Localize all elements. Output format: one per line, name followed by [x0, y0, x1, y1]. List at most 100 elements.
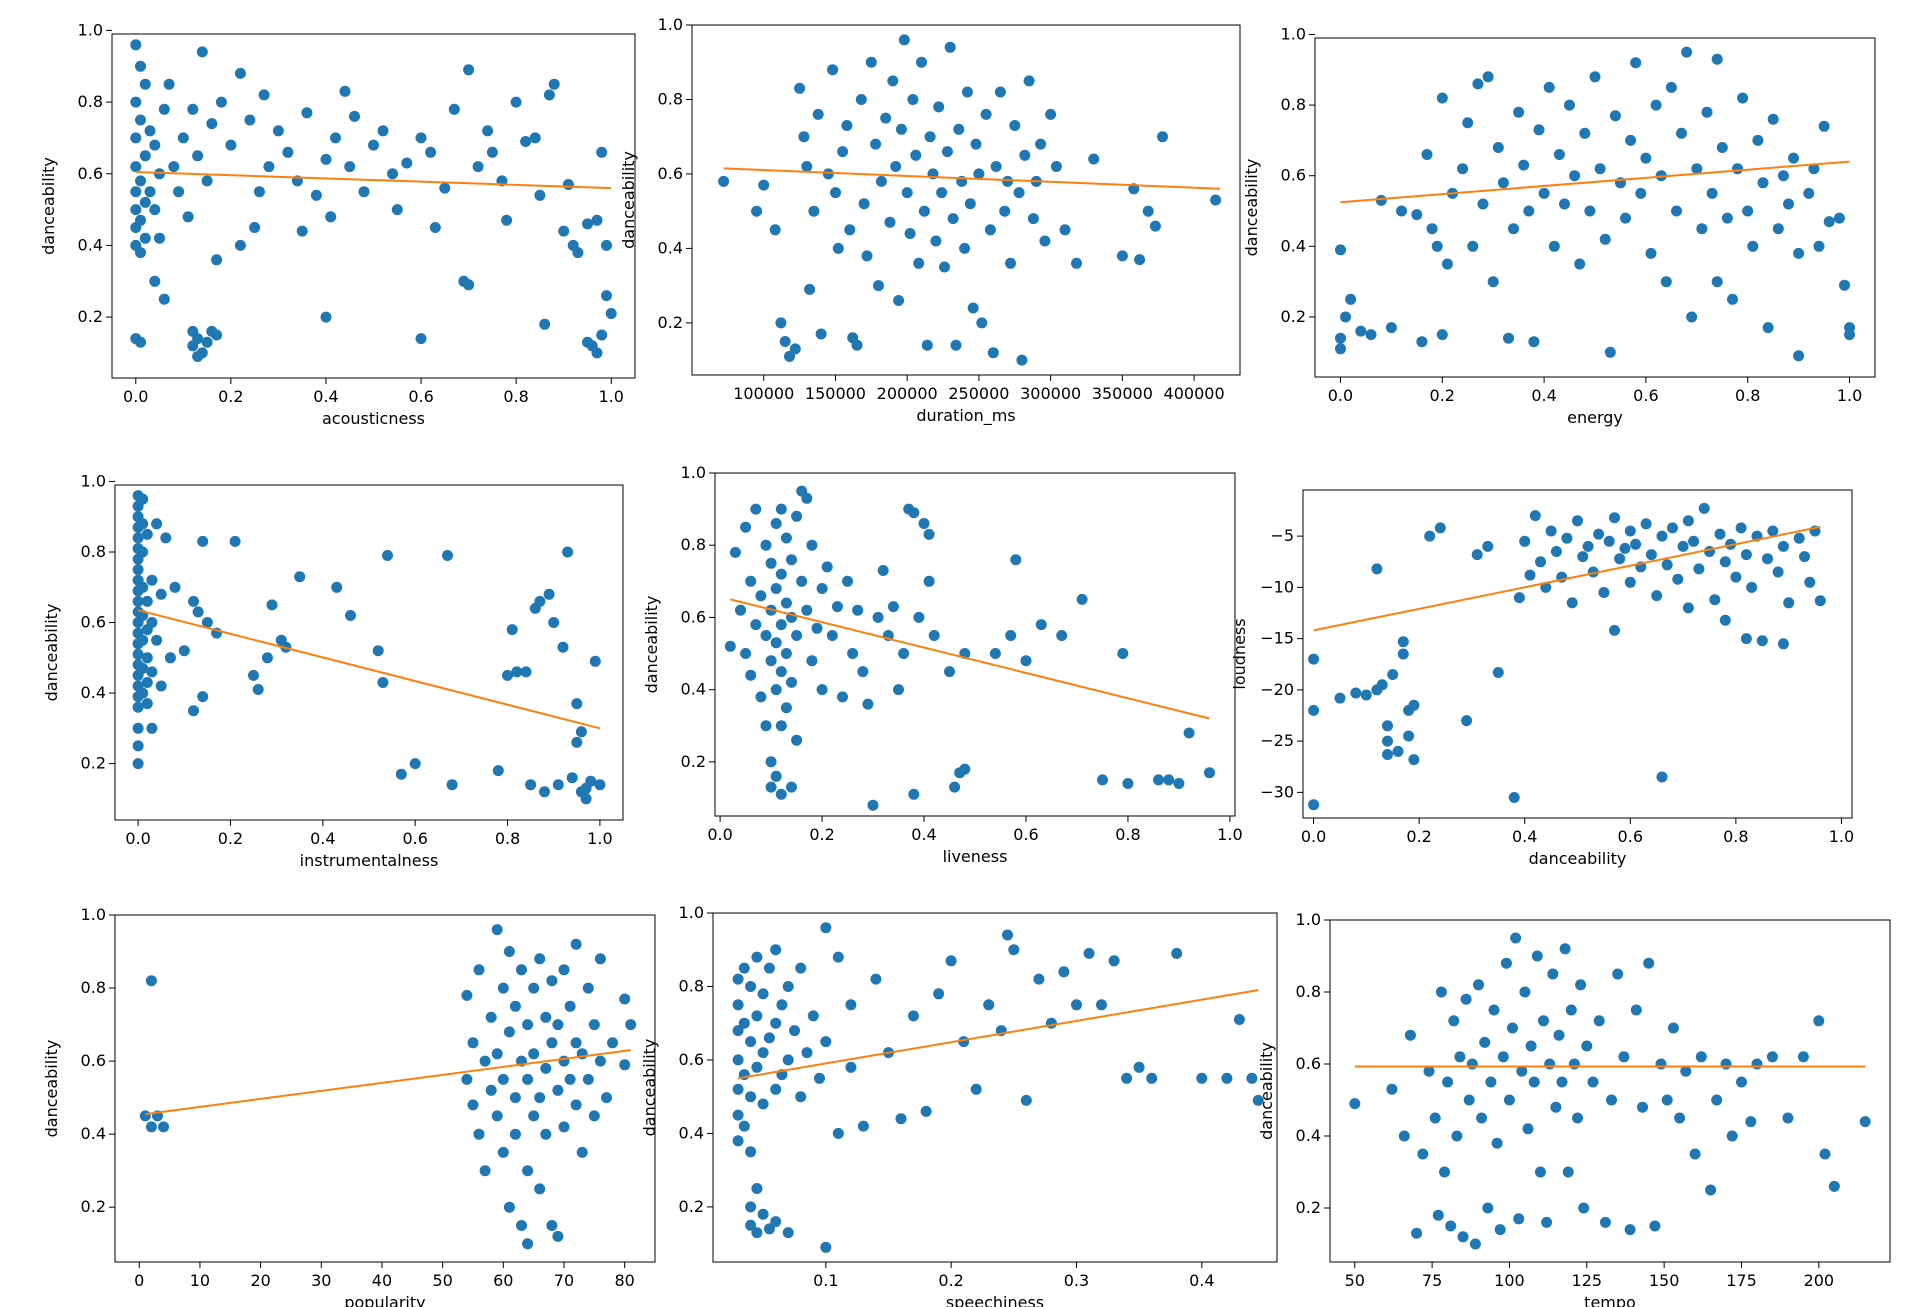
scatter-point	[760, 720, 772, 732]
scatter-point	[1411, 1227, 1423, 1239]
scatter-point	[1742, 205, 1754, 217]
scatter-point	[1766, 1051, 1778, 1063]
scatter-point	[1335, 332, 1346, 344]
scatter-point	[1637, 1101, 1648, 1113]
scatter-point	[999, 205, 1011, 217]
scatter-point	[566, 772, 578, 784]
scatter-point	[1445, 1220, 1457, 1232]
scatter-point	[1818, 120, 1830, 132]
scatter-point	[1510, 932, 1522, 944]
scatter-point	[582, 1073, 594, 1085]
scatter-point	[950, 339, 962, 351]
scatter-point	[1732, 163, 1743, 175]
scatter-point	[1709, 594, 1721, 606]
scatter-point	[479, 1165, 491, 1177]
scatter-point	[572, 247, 584, 259]
scatter-point	[266, 599, 278, 611]
scatter-point	[775, 666, 787, 678]
scatter-point	[1603, 535, 1615, 547]
data-marks	[132, 490, 606, 805]
scatter-point	[1612, 968, 1624, 980]
scatter-point	[149, 204, 161, 216]
scatter-point	[1572, 515, 1583, 527]
scatter-point	[760, 539, 772, 551]
scatter-point	[1680, 1065, 1692, 1077]
fit-line	[145, 1049, 631, 1116]
subplot-speechiness-vs-danceability: 0.1 0.2 0.3 0.4 0.2 0.4 0.6 0.8 1.0 speechiness da…	[640, 903, 1278, 1307]
axes-frame	[1329, 919, 1891, 1263]
scatter-point	[770, 583, 782, 594]
scatter-point	[177, 132, 189, 144]
subplot-danceability-vs-loudness: 0.0 0.2 0.4 0.6 0.8 1.0 −30 −25 −20 −15 −10 −5 dance…	[1230, 489, 1854, 868]
scatter-point	[990, 161, 1002, 172]
scatter-point	[872, 611, 884, 623]
scatter-point	[770, 1216, 782, 1228]
scatter-point	[1507, 1022, 1518, 1034]
scatter-point	[439, 182, 451, 194]
scatter-point	[1823, 216, 1835, 228]
scatter-point	[263, 161, 275, 173]
scatter-point	[178, 645, 190, 657]
scatter-point	[1142, 205, 1154, 217]
scatter-point	[467, 1099, 479, 1111]
scatter-point	[816, 684, 828, 696]
scatter-point	[1624, 525, 1636, 537]
scatter-point	[1562, 1166, 1574, 1178]
scatter-point	[1548, 240, 1560, 252]
scatter-point	[1720, 1058, 1732, 1070]
scatter-point	[1002, 929, 1013, 941]
scatter-point	[132, 532, 144, 544]
scatter-point	[770, 518, 782, 529]
scatter-point	[448, 103, 460, 115]
scatter-point	[791, 630, 803, 641]
scatter-point	[135, 247, 146, 259]
scatter-point	[1645, 549, 1657, 561]
scatter-point	[1516, 1065, 1528, 1077]
scatter-point	[1550, 1101, 1562, 1113]
scatter-point	[1594, 163, 1606, 175]
scatter-point	[1635, 187, 1647, 199]
scatter-point	[913, 611, 925, 623]
scatter-point	[552, 1084, 564, 1096]
scatter-point	[1587, 1076, 1599, 1088]
scatter-point	[1561, 532, 1573, 544]
scatter-point	[1149, 220, 1161, 232]
scatter-point	[1752, 134, 1764, 146]
scatter-point	[1117, 648, 1129, 659]
scatter-point	[591, 347, 603, 359]
scatter-point	[540, 1128, 552, 1140]
scatter-point	[1564, 99, 1575, 111]
scatter-point	[1010, 554, 1022, 566]
scatter-point	[1442, 1076, 1454, 1088]
scatter-point	[857, 666, 869, 678]
scatter-point	[944, 41, 956, 53]
scatter-point	[789, 343, 801, 355]
x-tick-label: 60	[493, 1271, 513, 1290]
scatter-point	[1411, 209, 1423, 221]
scatter-point	[1451, 1130, 1463, 1142]
scatter-point	[558, 1055, 570, 1067]
scatter-point	[377, 677, 389, 688]
scatter-point	[552, 779, 564, 791]
scatter-point	[325, 211, 337, 223]
scatter-point	[1371, 563, 1383, 575]
scatter-point	[211, 329, 223, 341]
scatter-point	[473, 1128, 485, 1140]
scatter-point	[522, 1165, 534, 1177]
scatter-point	[182, 211, 194, 223]
scatter-point	[765, 655, 777, 667]
x-tick-label: 0.4	[1512, 827, 1537, 846]
scatter-point	[1171, 947, 1183, 959]
scatter-point	[1793, 247, 1805, 259]
scatter-point	[780, 597, 792, 609]
scatter-point	[401, 157, 413, 169]
scatter-point	[745, 981, 757, 992]
scatter-point	[1545, 525, 1557, 537]
scatter-point	[160, 532, 172, 544]
fit-line	[723, 167, 1220, 190]
x-axis-label: duration_ms	[916, 406, 1015, 426]
scatter-point	[1640, 518, 1652, 530]
scatter-point	[149, 139, 161, 151]
scatter-point	[845, 1061, 857, 1073]
scatter-point	[1426, 223, 1438, 235]
